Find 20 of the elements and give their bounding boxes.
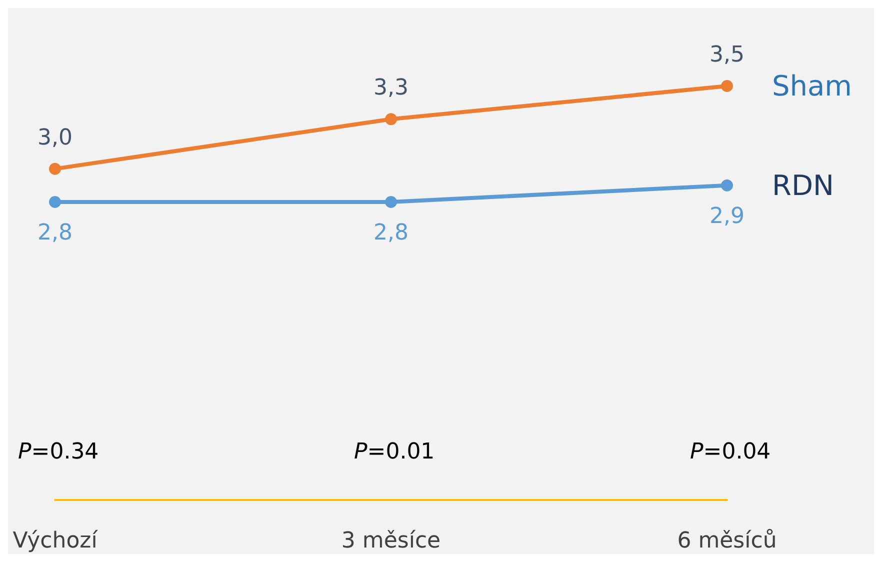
point bbox=[49, 196, 61, 208]
text: P=0.34 bbox=[18, 440, 99, 464]
text: P=0.01 bbox=[354, 440, 435, 464]
data-label: 2,9 bbox=[710, 204, 744, 229]
point bbox=[721, 179, 733, 192]
point bbox=[49, 162, 61, 175]
data-label: 2,8 bbox=[38, 220, 72, 246]
x-tick-label: Výchozí bbox=[12, 528, 98, 554]
data-label: 3,5 bbox=[710, 42, 744, 68]
point bbox=[385, 113, 397, 126]
data-label: 3,3 bbox=[374, 76, 408, 101]
text: P=0.04 bbox=[690, 440, 771, 464]
point bbox=[721, 80, 733, 92]
series-label: RDN bbox=[772, 168, 834, 202]
x-tick-label: 3 měsíce bbox=[341, 528, 441, 554]
series-label: Sham bbox=[772, 69, 852, 102]
x-tick-label: 6 měsíců bbox=[677, 528, 777, 554]
point bbox=[385, 196, 397, 208]
data-label: 3,0 bbox=[38, 125, 72, 150]
data-label: 2,8 bbox=[374, 220, 408, 246]
